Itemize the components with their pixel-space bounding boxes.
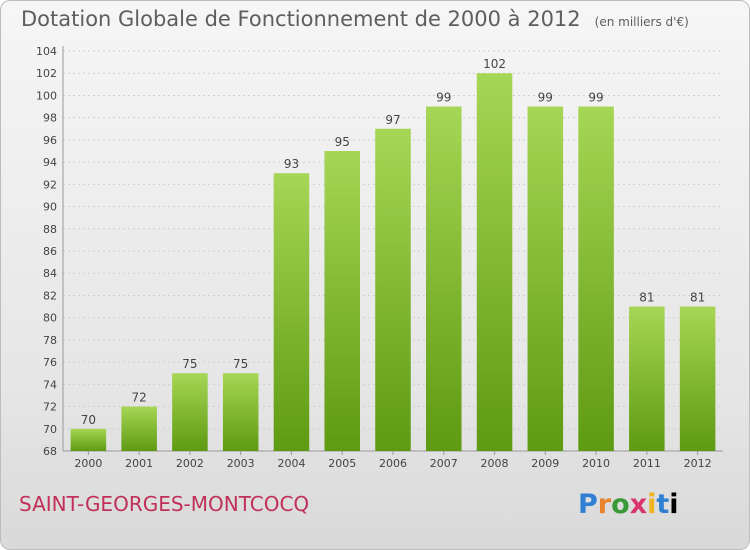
chart-unit: (en milliers d'€) [594,15,689,29]
bar-value-label: 75 [182,357,197,371]
y-tick-label: 78 [43,334,57,347]
x-tick-label: 2006 [379,457,407,470]
logo-letter: x [629,489,648,520]
x-tick-label: 2003 [227,457,255,470]
y-tick-label: 76 [43,356,57,369]
bar [476,73,513,451]
x-tick-label: 2012 [684,457,712,470]
bar-value-label: 99 [436,91,451,105]
bar [578,106,614,452]
y-tick-label: 94 [43,156,57,169]
logo-letter: i [647,489,657,520]
x-tick-label: 2004 [277,457,305,470]
y-tick-label: 74 [43,378,57,391]
y-tick-label: 88 [43,223,57,236]
commune-name: SAINT-GEORGES-MONTCOCQ [19,492,310,516]
bar-value-label: 93 [284,157,299,171]
x-tick-label: 2011 [633,457,661,470]
bar-value-label: 70 [81,413,96,427]
bar-value-label: 99 [538,91,553,105]
y-tick-label: 90 [43,201,57,214]
x-tick-label: 2000 [74,457,102,470]
labels: 68 70 72 74 76 78 80 82 84 86 88 90 92 94 96 98 100 102 10… [36,45,712,470]
bar-value-label: 99 [588,91,603,105]
logo-letter: i [669,489,679,520]
bar [172,373,208,451]
logo-letter: t [656,489,670,520]
bar [527,106,564,452]
x-tick-label: 2008 [481,457,509,470]
y-tick-label: 92 [43,178,57,191]
bar [375,128,411,451]
x-tick-label: 2007 [430,457,458,470]
y-tick-label: 100 [36,89,57,102]
bar [629,306,665,451]
y-tick-label: 68 [43,445,57,458]
bar-value-label: 75 [233,357,248,371]
bar [121,406,157,451]
bar [324,151,360,451]
y-tick-label: 84 [43,267,57,280]
y-tick-label: 96 [43,134,57,147]
logo-letter: o [611,489,630,520]
bar-value-label: 102 [483,57,506,71]
bars [70,73,716,452]
y-tick-label: 80 [43,312,57,325]
y-tick-label: 70 [43,423,57,436]
y-tick-label: 82 [43,289,57,302]
x-tick-label: 2002 [176,457,204,470]
x-tick-label: 2001 [125,457,153,470]
bar-value-label: 97 [385,113,400,127]
proxiti-logo[interactable]: Proxiti [578,489,679,520]
x-tick-label: 2005 [328,457,356,470]
bar-value-label: 95 [335,135,350,149]
y-tick-label: 104 [36,45,57,58]
x-tick-label: 2010 [582,457,610,470]
y-tick-label: 86 [43,245,57,258]
bar [273,173,310,451]
bar [222,373,259,451]
chart-title-text: Dotation Globale de Fonctionnement de 20… [21,7,581,31]
bar-value-label: 81 [639,291,654,305]
bar [70,428,107,451]
y-tick-label: 72 [43,401,57,414]
bar [426,106,462,452]
y-tick-label: 102 [36,67,57,80]
y-tick-label: 98 [43,112,57,125]
chart-title: Dotation Globale de Fonctionnement de 20… [21,7,689,31]
bar-value-label: 81 [690,291,705,305]
bar [679,306,716,451]
logo-letter: r [597,489,612,520]
logo-letter: P [578,489,598,520]
bar-value-label: 72 [132,391,147,405]
x-tick-label: 2009 [531,457,559,470]
